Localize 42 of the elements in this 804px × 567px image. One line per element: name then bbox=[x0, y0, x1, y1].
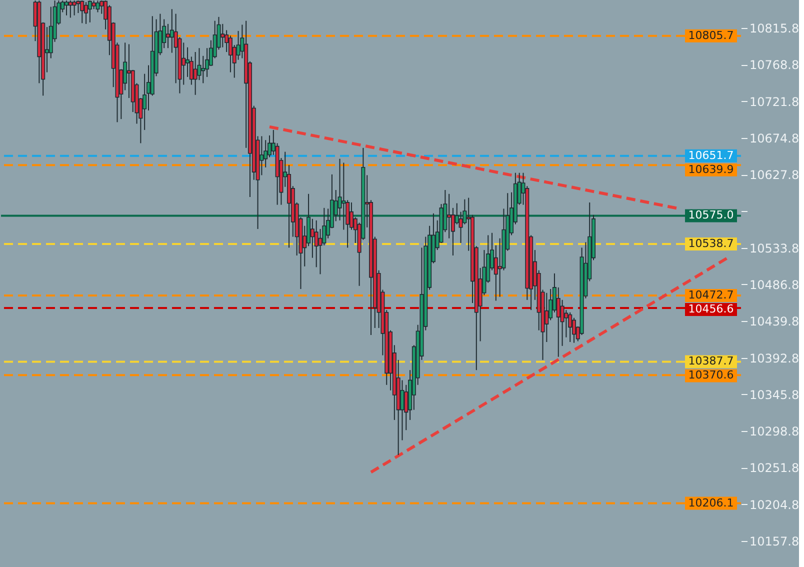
candlestick bbox=[182, 42, 186, 86]
y-tick-label: 10392.8 bbox=[750, 351, 800, 366]
y-tick-label: 10486.8 bbox=[750, 278, 800, 292]
y-tick-label: 10157.8 bbox=[750, 534, 800, 548]
candlestick bbox=[544, 292, 549, 343]
y-tick-label: 10768.8 bbox=[750, 58, 800, 72]
ref-line-label: 10651.7 bbox=[688, 148, 734, 162]
candlestick bbox=[568, 312, 572, 343]
candlestick bbox=[88, 0, 92, 23]
ref-line-label: 10472.7 bbox=[688, 288, 734, 302]
candlestick bbox=[447, 193, 452, 239]
y-tick-label: 10533.8 bbox=[750, 241, 800, 256]
y-tick-label: 10627.8 bbox=[750, 168, 800, 182]
ref-line-label: 10639.9 bbox=[688, 162, 734, 176]
y-tick-label: 10298.8 bbox=[750, 424, 800, 439]
candlestick bbox=[80, 0, 84, 24]
ref-line-label: 10387.7 bbox=[688, 354, 734, 368]
y-tick-label: 10204.8 bbox=[750, 498, 800, 512]
y-tick-label: 10674.8 bbox=[750, 131, 800, 146]
candlestick bbox=[84, 2, 88, 24]
candlestick bbox=[193, 52, 198, 96]
candlestick bbox=[166, 23, 170, 49]
ref-line-label: 10805.7 bbox=[688, 28, 734, 42]
ref-line-label: 10575.0 bbox=[688, 208, 734, 222]
y-tick-label: 10439.8 bbox=[750, 314, 800, 329]
candlestick bbox=[64, 0, 69, 16]
y-tick-label: 10815.8 bbox=[750, 21, 800, 36]
ref-line-label: 10370.6 bbox=[688, 368, 734, 382]
candlestick bbox=[72, 0, 76, 16]
candlestick bbox=[96, 0, 100, 13]
candlestick bbox=[126, 44, 131, 98]
candlestick bbox=[76, 0, 80, 14]
candlestick bbox=[564, 310, 568, 338]
candlestick bbox=[68, 0, 72, 18]
ref-line-label: 10538.7 bbox=[688, 237, 734, 250]
ref-line-label: 10456.6 bbox=[688, 302, 734, 316]
candlestick bbox=[400, 380, 404, 441]
ref-line-label: 10206.1 bbox=[688, 496, 734, 510]
y-tick-label: 10721.8 bbox=[750, 94, 800, 109]
y-tick-label: 10345.8 bbox=[750, 388, 800, 402]
candlestick bbox=[220, 23, 225, 48]
y-tick-label: 10251.8 bbox=[750, 461, 800, 476]
